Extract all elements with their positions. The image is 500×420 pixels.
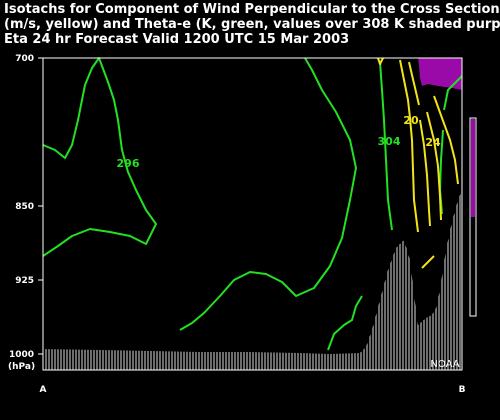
theta-e-label-304: 304 [378,135,401,148]
theta-e-contour [443,75,463,111]
isotach-label-20: 20 [403,114,419,127]
y-tick-label: 850 [15,202,34,212]
isotach-label-24: 24 [425,136,441,149]
title-line-3: Eta 24 hr Forecast Valid 1200 UTC 15 Mar… [4,32,350,47]
y-tick-label: 700 [15,54,34,64]
isotach-contour [433,95,459,185]
x-endpoint-a: A [40,385,47,395]
color-bar-fill [471,119,475,217]
color-bar [469,117,477,317]
title-line-1: Isotachs for Component of Wind Perpendic… [4,2,500,17]
x-endpoint-b: B [459,385,466,395]
noaa-watermark: NOAA [430,359,459,370]
y-unit-label: (hPa) [8,362,35,372]
plot-frame [42,57,463,371]
isotach-contour [399,59,419,233]
isotach-contour [426,111,442,221]
isotach-contour [419,119,431,227]
theta-e-label-296: 296 [117,157,140,170]
isotach-contour [421,255,435,269]
theta-e-contour [42,57,157,257]
isotach-contour [377,57,384,65]
chart-title: Isotachs for Component of Wind Perpendic… [4,2,500,47]
pressure-axis: 700 850 925 1000 (hPa) [8,54,43,372]
theta-e-contour [179,57,357,331]
theta-e-contour [327,295,363,351]
title-line-2: (m/s, yellow) and Theta-e (K, green, val… [4,17,500,32]
y-tick-label: 1000 [9,350,34,360]
y-tick-label: 925 [15,276,34,286]
isotach-contours [377,57,459,269]
theta-e-shading-area [418,58,462,90]
theta-e-contour [379,61,393,231]
terrain [43,190,462,370]
isotach-contour [408,61,420,106]
